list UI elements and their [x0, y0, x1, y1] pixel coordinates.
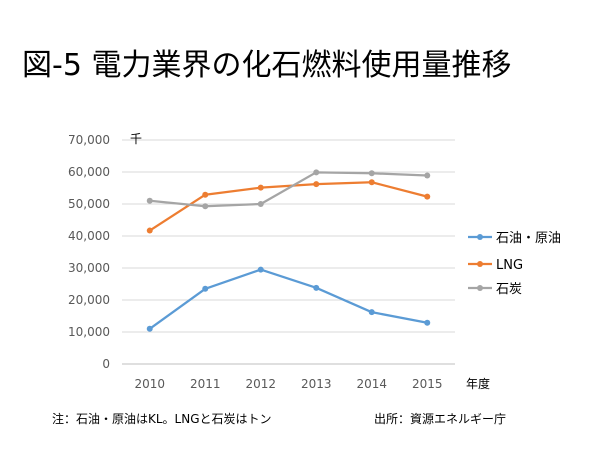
- y-tick-label: 60,000: [68, 165, 110, 179]
- y-tick-label: 20,000: [68, 293, 110, 307]
- data-point: [424, 193, 431, 200]
- data-point: [313, 169, 320, 176]
- y-tick-label: 30,000: [68, 261, 110, 275]
- source-credit: 出所：資源エネルギー庁: [374, 412, 507, 426]
- data-point: [368, 309, 375, 316]
- page-title: 図-5 電力業界の化石燃料使用量推移: [22, 48, 512, 83]
- data-point: [202, 285, 209, 292]
- x-tick-label: 2010: [134, 377, 165, 391]
- x-tick-label: 2013: [301, 377, 332, 391]
- data-point: [257, 184, 264, 191]
- data-point: [202, 191, 209, 198]
- series-line: [149, 181, 428, 232]
- legend-label: 石油・原油: [496, 231, 561, 246]
- data-point: [368, 170, 375, 177]
- y-tick-label: 50,000: [68, 197, 110, 211]
- data-point: [202, 203, 209, 210]
- data-point: [313, 284, 320, 291]
- data-point: [313, 181, 320, 188]
- data-point: [368, 179, 375, 186]
- legend-swatch-marker: [477, 261, 483, 267]
- x-axis-ticks: 2010 2011 2012 2013 2014 2015: [134, 377, 442, 391]
- y-tick-label: 40,000: [68, 229, 110, 243]
- series-line: [149, 171, 428, 208]
- data-point: [146, 227, 153, 234]
- x-tick-label: 2014: [356, 377, 387, 391]
- data-point: [146, 197, 153, 204]
- data-point: [257, 201, 264, 207]
- x-tick-label: 2012: [245, 377, 276, 391]
- legend: 石油・原油 LNG 石炭: [468, 231, 561, 297]
- legend-label: 石炭: [496, 282, 522, 297]
- y-tick-label: 70,000: [68, 133, 110, 147]
- data-point: [424, 172, 431, 179]
- legend-label: LNG: [496, 258, 523, 273]
- data-point: [257, 266, 264, 273]
- y-axis-ticks: 0 10,000 20,000 30,000 40,000 50,000 60,000 70,…: [68, 133, 110, 371]
- y-tick-label: 10,000: [68, 325, 110, 339]
- x-axis-label: 年度: [466, 376, 490, 391]
- legend-swatch-marker: [477, 234, 483, 240]
- data-point: [146, 325, 153, 332]
- x-tick-label: 2011: [190, 377, 221, 391]
- data-point: [424, 319, 431, 326]
- x-tick-label: 2015: [412, 377, 443, 391]
- y-axis-unit-label: 千: [130, 132, 142, 146]
- legend-swatch-marker: [477, 285, 483, 291]
- series-lines: [146, 169, 431, 332]
- y-tick-label: 0: [102, 357, 110, 371]
- grid-lines: [122, 139, 455, 365]
- footnote: 注：石油・原油はKL。LNGと石炭はトン: [52, 412, 272, 426]
- series-line: [149, 268, 428, 330]
